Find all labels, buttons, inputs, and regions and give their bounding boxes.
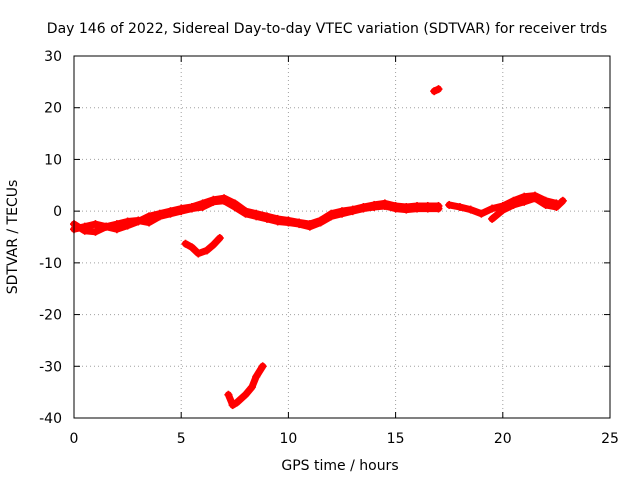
y-tick-label: -40 [39, 411, 62, 427]
x-tick-label: 10 [279, 431, 297, 447]
data-point [232, 398, 241, 407]
data-point [134, 216, 143, 225]
y-tick-label: -30 [39, 359, 62, 375]
data-point [423, 204, 432, 213]
data-point [80, 226, 89, 235]
data-point [123, 217, 132, 226]
data-point [220, 196, 229, 205]
data-point [198, 203, 207, 212]
y-tick-label: 30 [44, 49, 62, 65]
data-point [295, 220, 304, 229]
data-point [91, 227, 100, 236]
data-point [187, 243, 196, 252]
data-point [445, 200, 454, 209]
data-point [434, 204, 443, 213]
data-point [181, 239, 190, 248]
data-point [498, 206, 507, 215]
data-point [338, 209, 346, 218]
data-point [509, 200, 518, 209]
data-point [413, 204, 422, 213]
data-point [145, 218, 154, 227]
data-point [177, 207, 186, 216]
axis-ticks: 0 5 10 15 20 25 -40 -30 -20 -10 0 10 20 30 [39, 49, 619, 447]
data-point [224, 390, 233, 399]
data-point [402, 205, 411, 214]
data-point [488, 214, 497, 223]
data-series [70, 85, 567, 410]
data-point [273, 217, 282, 226]
data-point [520, 197, 529, 206]
x-tick-label: 15 [387, 431, 405, 447]
data-point [258, 362, 267, 371]
data-point [530, 194, 539, 203]
data-point [209, 240, 218, 249]
data-point [434, 85, 443, 94]
plot-frame [73, 55, 611, 419]
x-tick-label: 5 [177, 431, 186, 447]
data-point [430, 87, 439, 96]
data-point [228, 401, 237, 410]
data-point [541, 200, 550, 209]
data-point [327, 212, 336, 221]
data-point [359, 204, 368, 213]
x-axis-label: GPS time / hours [281, 458, 398, 474]
data-point [230, 203, 239, 212]
data-point [477, 209, 486, 218]
data-point [102, 222, 111, 231]
data-point [488, 204, 497, 213]
data-point [262, 214, 271, 223]
data-point [455, 203, 464, 212]
y-tick-label: 0 [53, 204, 62, 220]
data-point [252, 372, 261, 381]
chart-title: Day 146 of 2022, Sidereal Day-to-day VTE… [47, 21, 607, 37]
data-point [187, 204, 196, 213]
data-point [305, 222, 314, 231]
data-point [380, 201, 389, 210]
data-point [252, 212, 261, 221]
data-point [247, 382, 256, 391]
data-point [391, 204, 400, 213]
data-point [155, 212, 164, 221]
data-point [370, 203, 379, 212]
data-point [202, 246, 211, 255]
y-tick-label: -10 [39, 256, 62, 272]
data-point [316, 218, 325, 227]
data-point [466, 205, 475, 214]
data-point [241, 390, 250, 399]
data-point [112, 220, 121, 229]
x-tick-label: 25 [601, 431, 619, 447]
data-point [348, 207, 357, 216]
data-point [558, 196, 567, 205]
data-point [209, 197, 218, 206]
y-tick-label: 20 [44, 101, 62, 117]
data-point [284, 218, 293, 227]
data-point [241, 209, 250, 218]
data-point [194, 249, 203, 258]
data-point [215, 234, 224, 243]
x-tick-label: 20 [494, 431, 512, 447]
data-point [552, 203, 561, 212]
data-point [91, 220, 100, 229]
y-axis-label: SDTVAR / TECUs [5, 180, 21, 295]
y-tick-label: 10 [44, 152, 62, 168]
x-tick-label: 0 [70, 431, 79, 447]
data-point [166, 209, 175, 218]
y-tick-label: -20 [39, 308, 62, 324]
